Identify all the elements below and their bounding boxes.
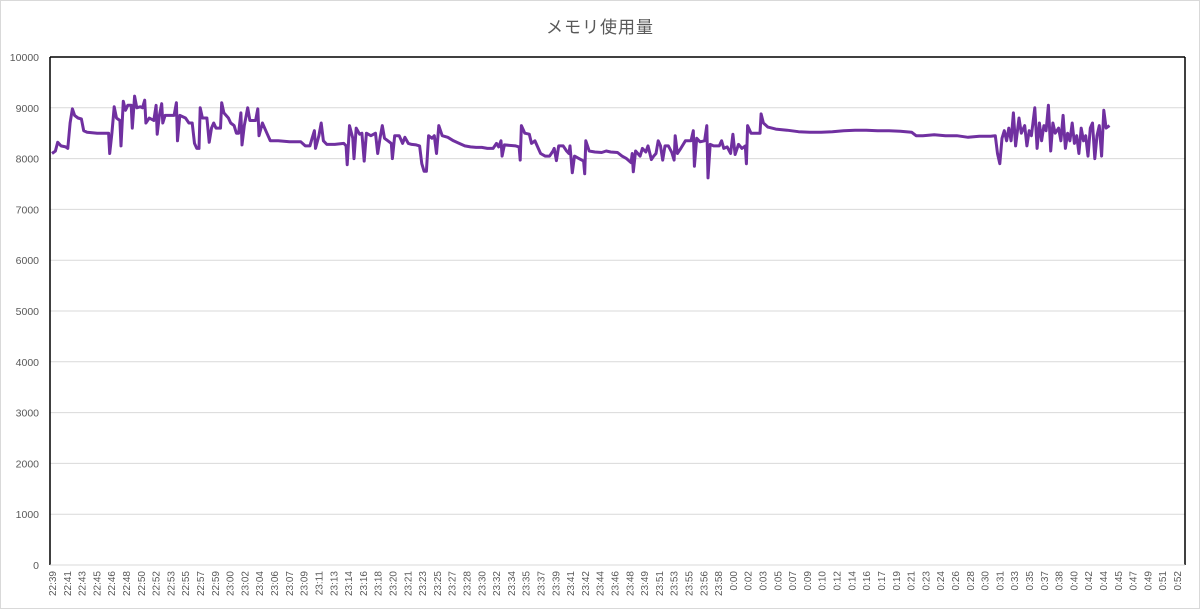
y-tick-label: 0 xyxy=(33,560,39,572)
x-tick-label: 0:45 xyxy=(1114,571,1125,591)
x-tick-label: 23:13 xyxy=(329,571,340,596)
x-tick-label: 22:59 xyxy=(211,571,222,596)
x-tick-label: 23:28 xyxy=(462,571,473,596)
x-tick-label: 0:37 xyxy=(1040,571,1051,591)
x-tick-label: 23:56 xyxy=(699,571,710,596)
x-tick-label: 23:37 xyxy=(536,571,547,596)
x-tick-label: 0:40 xyxy=(1069,571,1080,591)
x-tick-label: 23:23 xyxy=(418,571,429,596)
x-tick-label: 22:41 xyxy=(63,571,74,596)
x-tick-label: 22:55 xyxy=(181,571,192,596)
x-tick-label: 0:12 xyxy=(833,571,844,591)
memory-usage-line xyxy=(51,94,1111,180)
y-tick-label: 7000 xyxy=(16,204,40,216)
y-tick-label: 3000 xyxy=(16,408,40,420)
x-tick-label: 23:41 xyxy=(566,571,577,596)
x-tick-label: 0:33 xyxy=(1010,571,1021,591)
x-tick-label: 23:39 xyxy=(551,571,562,596)
x-tick-label: 23:06 xyxy=(270,571,281,596)
x-tick-label: 23:48 xyxy=(625,571,636,596)
x-tick-label: 0:21 xyxy=(907,571,918,591)
x-tick-label: 23:53 xyxy=(670,571,681,596)
x-tick-label: 0:03 xyxy=(759,571,770,591)
x-tick-label: 23:44 xyxy=(596,571,607,596)
x-tick-label: 22:46 xyxy=(107,571,118,596)
x-tick-label: 0:47 xyxy=(1129,571,1140,591)
y-tick-label: 9000 xyxy=(16,103,40,115)
x-tick-label: 23:49 xyxy=(640,571,651,596)
x-tick-label: 23:34 xyxy=(507,571,518,596)
x-tick-label: 23:58 xyxy=(714,571,725,596)
x-tick-label: 0:14 xyxy=(847,571,858,591)
x-tick-label: 23:51 xyxy=(655,571,666,596)
y-tick-label: 1000 xyxy=(16,509,40,521)
y-tick-label: 2000 xyxy=(16,458,40,470)
x-tick-label: 23:55 xyxy=(685,571,696,596)
x-tick-label: 0:49 xyxy=(1143,571,1154,591)
x-tick-label: 23:04 xyxy=(255,571,266,596)
x-tick-label: 23:18 xyxy=(374,571,385,596)
x-tick-label: 23:20 xyxy=(388,571,399,596)
x-tick-label: 22:45 xyxy=(92,571,103,596)
x-tick-label: 23:27 xyxy=(448,571,459,596)
chart-title: メモリ使用量 xyxy=(546,18,654,38)
x-tick-label: 0:51 xyxy=(1158,571,1169,591)
x-tick-label: 22:52 xyxy=(152,571,163,596)
x-tick-label: 0:52 xyxy=(1173,571,1184,591)
x-tick-label: 23:16 xyxy=(359,571,370,596)
x-tick-label: 0:38 xyxy=(1055,571,1066,591)
x-tick-label: 22:50 xyxy=(137,571,148,596)
x-tick-label: 23:11 xyxy=(314,571,325,596)
x-tick-label: 23:09 xyxy=(300,571,311,596)
x-tick-label: 0:02 xyxy=(744,571,755,591)
x-tick-label: 0:24 xyxy=(936,571,947,591)
x-tick-label: 0:30 xyxy=(981,571,992,591)
x-tick-label: 23:25 xyxy=(433,571,444,596)
x-tick-label: 23:00 xyxy=(226,571,237,596)
x-tick-label: 0:44 xyxy=(1099,571,1110,591)
y-tick-label: 8000 xyxy=(16,154,40,166)
x-tick-label: 23:35 xyxy=(522,571,533,596)
y-tick-label: 10000 xyxy=(10,52,39,64)
x-tick-label: 0:10 xyxy=(818,571,829,591)
x-tick-label: 23:07 xyxy=(285,571,296,596)
y-tick-label: 5000 xyxy=(16,306,40,318)
x-tick-label: 23:42 xyxy=(581,571,592,596)
x-tick-label: 23:21 xyxy=(403,571,414,596)
x-tick-label: 23:46 xyxy=(611,571,622,596)
x-tick-label: 22:53 xyxy=(166,571,177,596)
x-tick-label: 0:31 xyxy=(995,571,1006,591)
x-tick-label: 23:14 xyxy=(344,571,355,596)
x-tick-label: 22:43 xyxy=(78,571,89,596)
x-tick-label: 0:09 xyxy=(803,571,814,591)
x-tick-label: 0:19 xyxy=(892,571,903,591)
x-tick-label: 0:00 xyxy=(729,571,740,591)
x-tick-label: 0:16 xyxy=(862,571,873,591)
x-tick-label: 22:57 xyxy=(196,571,207,596)
x-tick-label: 23:30 xyxy=(477,571,488,596)
y-tick-label: 6000 xyxy=(16,255,40,267)
x-tick-label: 0:26 xyxy=(951,571,962,591)
x-tick-label: 0:07 xyxy=(788,571,799,591)
x-tick-label: 0:05 xyxy=(773,571,784,591)
x-tick-label: 0:42 xyxy=(1084,571,1095,591)
x-tick-label: 23:02 xyxy=(240,571,251,596)
x-tick-label: 22:48 xyxy=(122,571,133,596)
x-tick-label: 22:39 xyxy=(48,571,59,596)
x-tick-label: 0:28 xyxy=(966,571,977,591)
y-tick-label: 4000 xyxy=(16,357,40,369)
x-tick-label: 0:23 xyxy=(921,571,932,591)
x-tick-label: 23:32 xyxy=(492,571,503,596)
x-tick-label: 0:35 xyxy=(1025,571,1036,591)
x-tick-label: 0:17 xyxy=(877,571,888,591)
